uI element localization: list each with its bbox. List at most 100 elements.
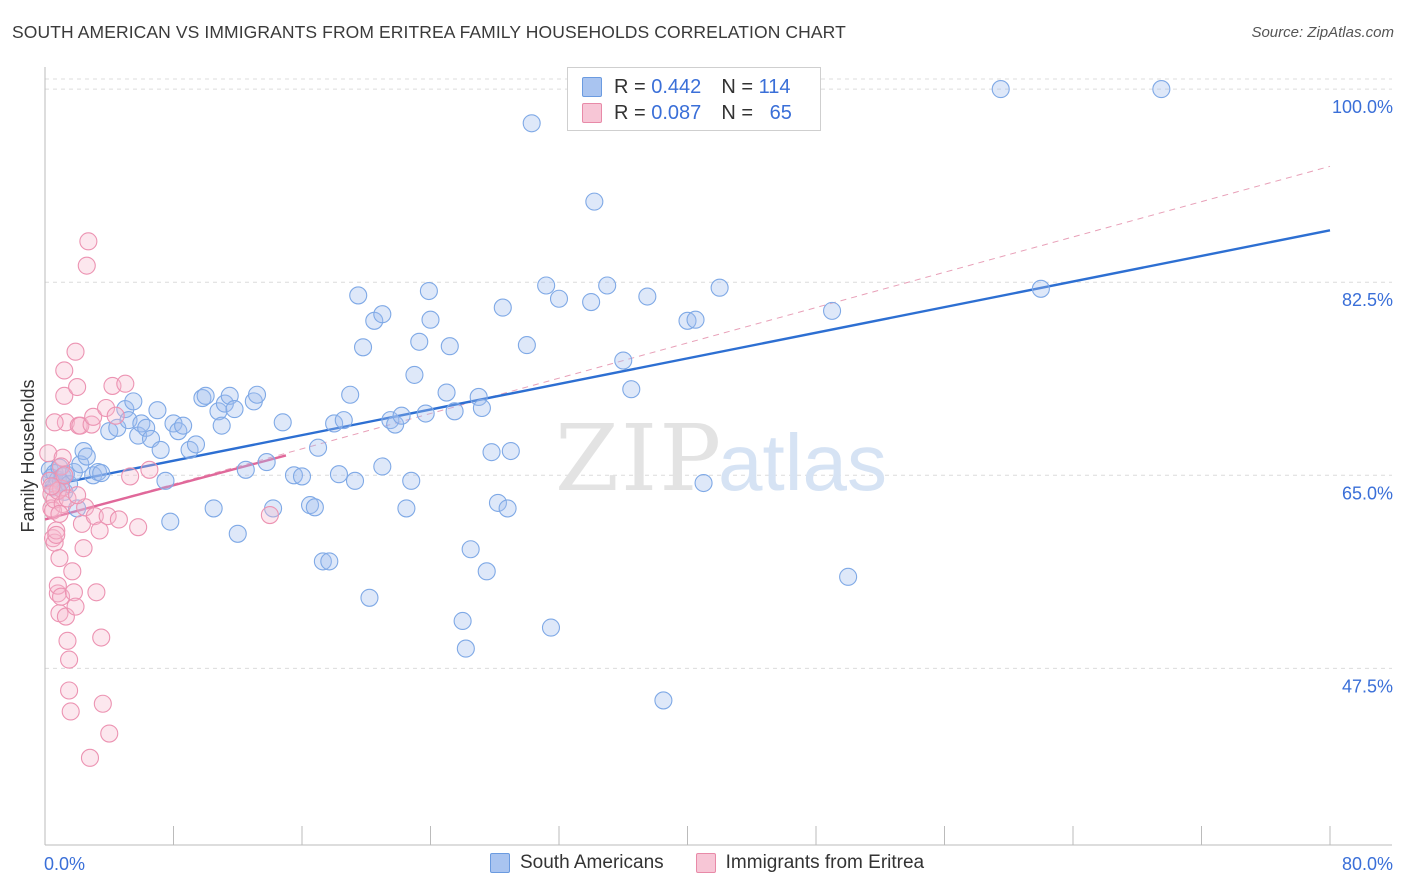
data-point	[228, 524, 247, 543]
data-point	[58, 489, 77, 508]
data-point	[456, 639, 475, 658]
data-point	[309, 438, 328, 457]
data-point	[498, 499, 517, 518]
legend-item-south-americans[interactable]: South Americans	[490, 852, 664, 874]
data-point	[74, 539, 93, 558]
data-point	[66, 597, 85, 616]
data-point	[247, 385, 267, 404]
data-point	[68, 486, 87, 505]
data-point	[186, 435, 206, 454]
data-point	[839, 567, 858, 586]
data-point	[410, 332, 429, 351]
data-point	[405, 365, 424, 384]
data-point	[66, 342, 85, 361]
data-point	[320, 552, 339, 571]
legend-item-eritrea[interactable]: Immigrants from Eritrea	[695, 852, 924, 874]
legend-n-value: 65	[769, 101, 792, 124]
data-point	[48, 576, 67, 595]
data-point	[96, 398, 116, 418]
legend-row-eritrea: R = 0.087 N = 65	[582, 101, 792, 125]
data-point	[419, 281, 438, 301]
series-legend: South Americans Immigrants from Eritrea	[490, 852, 956, 874]
data-point	[360, 588, 379, 607]
data-point	[148, 401, 167, 420]
legend-swatch-blue	[582, 77, 602, 97]
data-point	[80, 748, 100, 767]
data-point	[236, 460, 255, 479]
legend-swatch-blue	[490, 853, 510, 873]
chart-title: SOUTH AMERICAN VS IMMIGRANTS FROM ERITRE…	[12, 22, 846, 42]
data-point	[823, 301, 842, 320]
data-point	[710, 278, 729, 297]
trend-line-0	[44, 229, 1331, 488]
data-point	[341, 385, 360, 404]
data-point	[300, 496, 320, 515]
data-point	[77, 256, 96, 275]
data-point	[386, 415, 405, 434]
data-point	[87, 583, 106, 602]
data-point	[273, 413, 292, 432]
data-point	[537, 276, 556, 295]
data-point	[63, 562, 82, 581]
data-point	[82, 415, 101, 434]
data-point	[493, 298, 512, 317]
data-point	[56, 607, 75, 626]
data-point	[129, 518, 148, 537]
data-point	[48, 584, 67, 603]
legend-r-value: 0.442	[651, 75, 702, 98]
series-0	[40, 80, 1171, 710]
data-point	[61, 702, 80, 721]
data-point	[42, 477, 61, 496]
data-point	[93, 694, 112, 713]
axes	[44, 67, 1392, 846]
data-point	[353, 338, 373, 357]
source-label: Source: ZipAtlas.com	[1251, 24, 1394, 41]
data-point	[260, 505, 279, 525]
data-point	[79, 232, 98, 251]
data-point	[598, 276, 617, 295]
y-axis-label: Family Households	[18, 379, 38, 532]
x-tick-label: 80.0%	[1342, 854, 1393, 874]
data-point	[55, 386, 74, 405]
data-point	[1152, 80, 1171, 99]
data-point	[156, 471, 175, 490]
data-point	[50, 504, 69, 523]
data-points	[39, 80, 1171, 767]
legend-r-label: R =	[614, 75, 646, 98]
data-point	[488, 493, 508, 512]
data-point	[124, 392, 143, 411]
data-point	[50, 549, 69, 568]
data-point	[325, 414, 344, 433]
watermark-zip: ZIP	[555, 405, 723, 512]
data-point	[84, 407, 103, 426]
legend-swatch-pink	[582, 103, 602, 123]
data-point	[161, 512, 180, 531]
data-point	[74, 441, 93, 461]
data-point	[402, 471, 421, 490]
data-point	[440, 337, 459, 356]
legend-swatch-pink	[695, 853, 716, 873]
data-point	[68, 377, 87, 397]
data-point	[686, 310, 705, 329]
data-point	[614, 351, 633, 370]
data-point	[292, 467, 312, 486]
data-point	[522, 114, 541, 133]
data-point	[541, 618, 561, 637]
data-point	[453, 611, 472, 631]
trend-line-dashed	[44, 165, 1331, 520]
legend-n-value: 114	[758, 75, 791, 98]
legend-label: South Americans	[520, 852, 664, 873]
data-point	[204, 499, 223, 518]
data-point	[196, 386, 215, 405]
data-point	[622, 380, 641, 399]
data-point	[313, 552, 332, 571]
data-point	[482, 443, 501, 462]
data-point	[437, 383, 456, 402]
data-point	[121, 467, 140, 486]
data-point	[329, 465, 348, 484]
y-tick-label: 100.0%	[1332, 97, 1393, 117]
watermark-atlas: atlas	[718, 418, 887, 507]
data-point	[174, 416, 193, 435]
data-point	[416, 404, 435, 423]
